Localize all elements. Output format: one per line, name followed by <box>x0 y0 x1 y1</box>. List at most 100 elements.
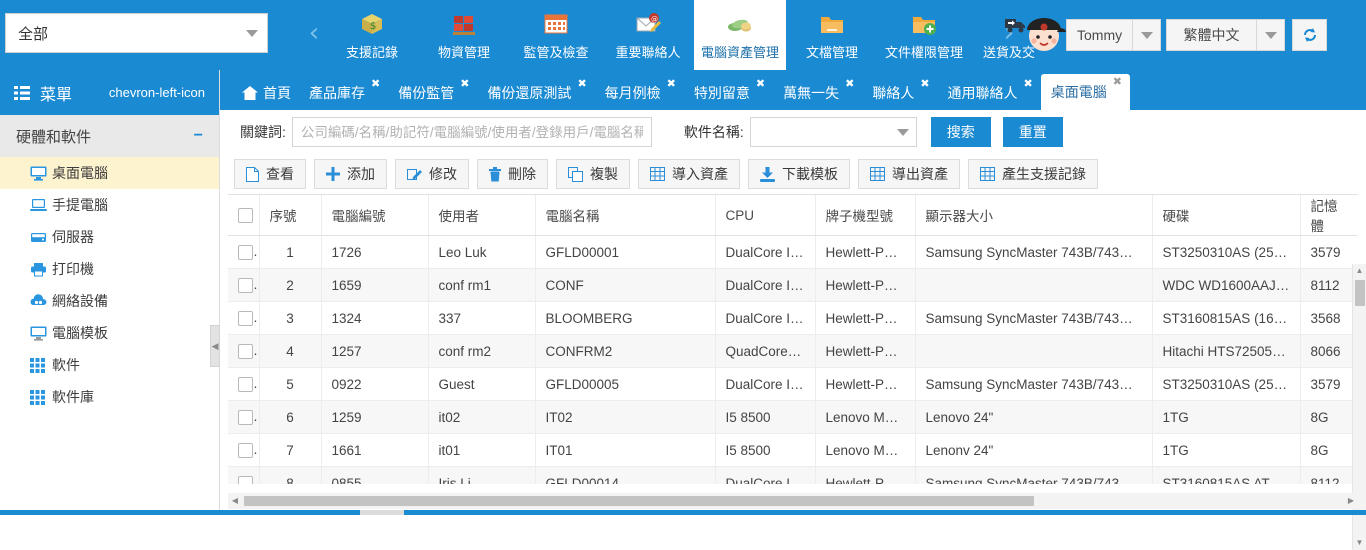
close-icon[interactable]: ✖ <box>845 77 854 90</box>
sidebar-item-software[interactable]: 軟件 <box>0 349 219 381</box>
table-header-row: 序號 電腦編號 使用者 電腦名稱 CPU 牌子機型號 顯示器大小 硬碟 記憶體 <box>228 195 1358 236</box>
close-icon[interactable]: ✖ <box>371 77 380 90</box>
tab-monthly-inspection[interactable]: 每月例檢 ✖ <box>595 76 684 110</box>
close-icon[interactable]: ✖ <box>577 77 586 90</box>
tab-product-inventory[interactable]: 產品庫存 ✖ <box>299 76 388 110</box>
collapse-toggle-icon[interactable]: − <box>194 127 203 145</box>
app-item-computer-asset-management[interactable]: 電腦資產管理 <box>694 0 786 70</box>
tab-home[interactable]: 首頁 <box>232 76 299 110</box>
download-template-button[interactable]: 下載模板 <box>748 159 850 189</box>
tab-failsafe[interactable]: 萬無一失 ✖ <box>773 76 862 110</box>
view-button[interactable]: 查看 <box>234 159 306 189</box>
software-name-select[interactable] <box>750 117 917 147</box>
column-header-memory[interactable]: 記憶體 <box>1300 195 1358 236</box>
tab-backup-supervision[interactable]: 備份監管 ✖ <box>388 76 477 110</box>
row-checkbox[interactable] <box>228 236 259 269</box>
user-menu[interactable]: Tommy <box>1066 19 1161 51</box>
sidebar-collapse-handle[interactable]: ◀ <box>210 325 220 367</box>
chevron-down-icon[interactable] <box>1256 20 1284 50</box>
tab-backup-restore-test[interactable]: 備份還原測試 ✖ <box>477 76 594 110</box>
import-asset-button[interactable]: 導入資產 <box>638 159 740 189</box>
cell-user: it02 <box>428 401 535 434</box>
horizontal-scroll-thumb[interactable] <box>244 496 1034 506</box>
generate-support-record-button[interactable]: 產生支援記錄 <box>968 159 1098 189</box>
column-header-pc-name[interactable]: 電腦名稱 <box>535 195 715 236</box>
sidebar-item-server[interactable]: 伺服器 <box>0 221 219 253</box>
column-header-monitor[interactable]: 顯示器大小 <box>915 195 1152 236</box>
scroll-down-arrow[interactable]: ▼ <box>1353 536 1366 550</box>
sidebar-item-laptop[interactable]: 手提電腦 <box>0 189 219 221</box>
language-select[interactable]: 繁體中文 <box>1166 19 1285 51</box>
scroll-right-arrow[interactable]: ▶ <box>1344 493 1358 509</box>
cell-memory: 8112 <box>1300 467 1358 485</box>
app-item-document-permission-management[interactable]: 文件權限管理 <box>878 0 970 70</box>
app-item-supervision-inspection[interactable]: 監管及檢查 <box>510 0 602 70</box>
plus-icon <box>326 167 340 181</box>
chevron-down-icon[interactable] <box>1132 20 1160 50</box>
horizontal-scrollbar[interactable]: ◀ ▶ <box>228 493 1358 509</box>
row-checkbox[interactable] <box>228 368 259 401</box>
refresh-button[interactable] <box>1292 19 1327 51</box>
close-icon[interactable]: ✖ <box>1024 77 1033 90</box>
tab-desktop-pc[interactable]: 桌面電腦 ✖ <box>1041 74 1130 110</box>
company-filter-select[interactable]: 全部 <box>5 13 268 53</box>
scroll-up-arrow[interactable]: ▲ <box>1353 264 1366 278</box>
boxes-icon <box>451 10 477 38</box>
sidebar-item-network-equipment[interactable]: 網絡設備 <box>0 285 219 317</box>
edit-button[interactable]: 修改 <box>395 159 469 189</box>
row-checkbox[interactable] <box>228 401 259 434</box>
close-icon[interactable]: ✖ <box>1113 75 1122 88</box>
tab-contacts[interactable]: 聯絡人 ✖ <box>862 76 937 110</box>
sidebar-item-printer[interactable]: 打印機 <box>0 253 219 285</box>
tab-special-attention[interactable]: 特別留意 ✖ <box>684 76 773 110</box>
app-item-key-contacts[interactable]: @ 重要聯絡人 <box>602 0 694 70</box>
add-button[interactable]: 添加 <box>314 159 387 189</box>
row-checkbox[interactable] <box>228 269 259 302</box>
close-icon[interactable]: ✖ <box>756 77 765 90</box>
vertical-scroll-thumb[interactable] <box>1355 280 1365 306</box>
close-icon[interactable]: ✖ <box>667 77 676 90</box>
tab-general-contacts[interactable]: 通用聯絡人 ✖ <box>938 76 1041 110</box>
column-header-user[interactable]: 使用者 <box>428 195 535 236</box>
sidebar-item-desktop-pc[interactable]: 桌面電腦 <box>0 157 219 189</box>
export-asset-button[interactable]: 導出資產 <box>858 159 960 189</box>
close-icon[interactable]: ✖ <box>460 77 469 90</box>
row-checkbox[interactable] <box>228 335 259 368</box>
copy-button[interactable]: 複製 <box>556 159 630 189</box>
column-header-brand-model[interactable]: 牌子機型號 <box>815 195 915 236</box>
chevron-left-icon[interactable]: chevron-left-icon <box>109 85 205 100</box>
column-header-disk[interactable]: 硬碟 <box>1152 195 1300 236</box>
sidebar-group-hardware-software[interactable]: 硬體和軟件 − <box>0 115 219 157</box>
search-button[interactable]: 搜索 <box>931 117 991 147</box>
close-icon[interactable]: ✖ <box>920 77 929 90</box>
app-item-support-records[interactable]: $ 支援記錄 <box>326 0 418 70</box>
select-all-checkbox[interactable] <box>228 195 259 236</box>
delete-button[interactable]: 刪除 <box>477 159 548 189</box>
apps-prev-arrow[interactable]: ‹ <box>305 18 323 48</box>
app-header: 全部 ‹ › $ 支援記錄 物資管理 監管及檢查 @ 重要聯絡人 <box>0 0 1366 70</box>
avatar[interactable] <box>1021 10 1067 56</box>
search-input[interactable] <box>292 117 652 147</box>
column-header-pc-code[interactable]: 電腦編號 <box>321 195 428 236</box>
reset-button[interactable]: 重置 <box>1003 117 1063 147</box>
app-item-material-management[interactable]: 物資管理 <box>418 0 510 70</box>
scroll-left-arrow[interactable]: ◀ <box>228 493 242 509</box>
sidebar-item-software-library[interactable]: 軟件庫 <box>0 381 219 413</box>
row-checkbox[interactable] <box>228 302 259 335</box>
row-checkbox[interactable] <box>228 467 259 485</box>
sidebar-item-computer-template[interactable]: 電腦模板 <box>0 317 219 349</box>
row-checkbox[interactable] <box>228 434 259 467</box>
column-header-seq[interactable]: 序號 <box>259 195 321 236</box>
mail-edit-icon: @ <box>635 10 661 38</box>
column-header-cpu[interactable]: CPU <box>715 195 815 236</box>
cell-pc-name: CONF <box>535 269 715 302</box>
app-item-document-management[interactable]: 文檔管理 <box>786 0 878 70</box>
